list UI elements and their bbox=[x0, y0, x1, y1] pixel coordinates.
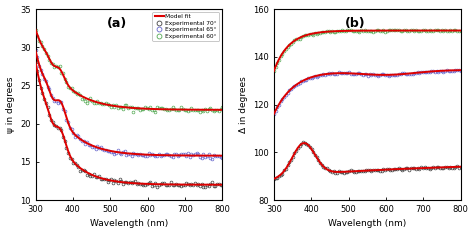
Y-axis label: Δ in degrees: Δ in degrees bbox=[238, 76, 247, 133]
X-axis label: Wavelength (nm): Wavelength (nm) bbox=[90, 219, 168, 228]
Legend: Model fit, Experimental 70°, Experimental 65°, Experimental 60°: Model fit, Experimental 70°, Experimenta… bbox=[153, 12, 219, 41]
X-axis label: Wavelength (nm): Wavelength (nm) bbox=[328, 219, 406, 228]
Text: (b): (b) bbox=[345, 17, 365, 30]
Y-axis label: ψ in degrees: ψ in degrees bbox=[6, 76, 15, 133]
Text: (a): (a) bbox=[107, 17, 127, 30]
